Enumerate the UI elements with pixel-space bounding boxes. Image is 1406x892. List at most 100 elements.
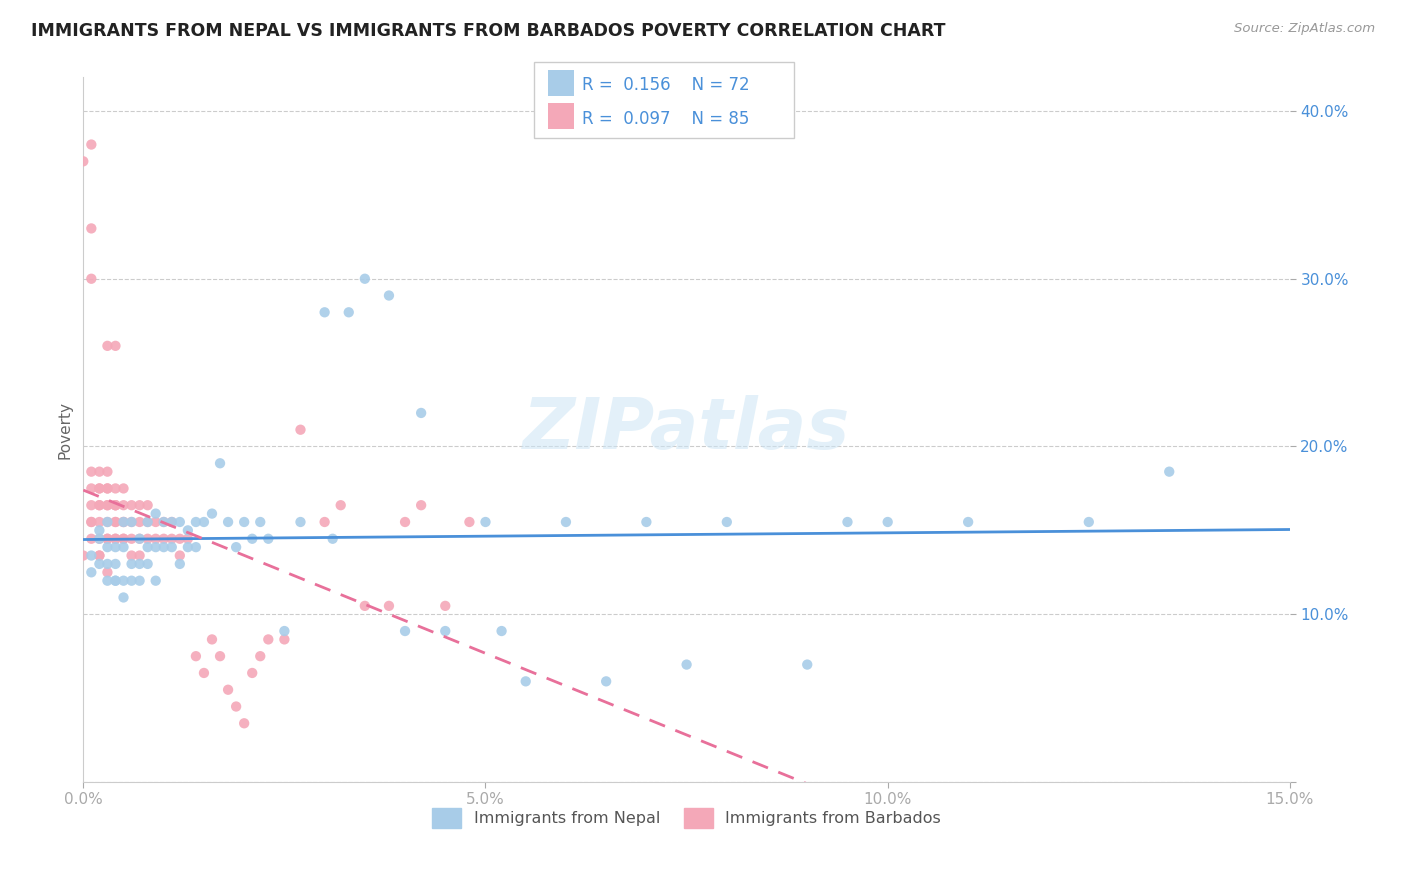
Point xyxy=(121,557,143,571)
Point xyxy=(290,515,312,529)
Point xyxy=(233,515,256,529)
Point xyxy=(515,674,537,689)
Point xyxy=(273,624,295,638)
Point xyxy=(96,557,118,571)
Point xyxy=(112,574,135,588)
Point xyxy=(434,624,457,638)
Point xyxy=(96,339,118,353)
Point xyxy=(169,532,191,546)
Point xyxy=(96,566,118,580)
Point xyxy=(104,515,127,529)
Point xyxy=(249,649,271,664)
Point xyxy=(96,574,118,588)
Point xyxy=(104,532,127,546)
Point xyxy=(152,532,174,546)
Point xyxy=(96,482,118,496)
Point xyxy=(121,574,143,588)
Point xyxy=(555,515,578,529)
Point xyxy=(96,515,118,529)
Point xyxy=(112,532,135,546)
Point xyxy=(89,482,111,496)
Point xyxy=(80,137,103,152)
Point xyxy=(104,498,127,512)
Point xyxy=(225,540,247,554)
Point xyxy=(394,515,416,529)
Point xyxy=(160,515,183,529)
Text: IMMIGRANTS FROM NEPAL VS IMMIGRANTS FROM BARBADOS POVERTY CORRELATION CHART: IMMIGRANTS FROM NEPAL VS IMMIGRANTS FROM… xyxy=(31,22,945,40)
Point xyxy=(80,515,103,529)
Point xyxy=(411,406,433,420)
Point xyxy=(160,515,183,529)
Point xyxy=(112,591,135,605)
Y-axis label: Poverty: Poverty xyxy=(58,401,72,458)
Point xyxy=(136,532,159,546)
Point xyxy=(201,632,224,647)
Point xyxy=(337,305,360,319)
Point xyxy=(160,532,183,546)
Legend: Immigrants from Nepal, Immigrants from Barbados: Immigrants from Nepal, Immigrants from B… xyxy=(426,802,948,834)
Point xyxy=(193,665,215,680)
Point xyxy=(128,532,150,546)
Point xyxy=(104,498,127,512)
Point xyxy=(876,515,898,529)
Point xyxy=(145,515,167,529)
Point xyxy=(177,532,200,546)
Point xyxy=(80,566,103,580)
Point xyxy=(80,465,103,479)
Point xyxy=(152,515,174,529)
Point xyxy=(257,532,280,546)
Point xyxy=(209,649,232,664)
Point xyxy=(217,515,239,529)
Point xyxy=(257,632,280,647)
Point xyxy=(314,305,336,319)
Point xyxy=(112,515,135,529)
Point xyxy=(96,532,118,546)
Point xyxy=(80,549,103,563)
Point xyxy=(353,599,375,613)
Point xyxy=(177,524,200,538)
Point xyxy=(145,507,167,521)
Point xyxy=(72,549,94,563)
Point xyxy=(796,657,818,672)
Point xyxy=(273,632,295,647)
Point xyxy=(89,498,111,512)
Point xyxy=(837,515,859,529)
Point xyxy=(136,515,159,529)
Point xyxy=(104,339,127,353)
Point xyxy=(128,498,150,512)
Point xyxy=(96,498,118,512)
Point xyxy=(89,498,111,512)
Point xyxy=(80,221,103,235)
Point xyxy=(89,549,111,563)
Point xyxy=(290,423,312,437)
Point xyxy=(96,465,118,479)
Point xyxy=(121,549,143,563)
Point xyxy=(329,498,352,512)
Point xyxy=(96,498,118,512)
Point xyxy=(491,624,513,638)
Point xyxy=(121,515,143,529)
Point xyxy=(957,515,980,529)
Point xyxy=(152,515,174,529)
Point xyxy=(152,540,174,554)
Point xyxy=(121,515,143,529)
Point xyxy=(240,665,263,680)
Point xyxy=(160,540,183,554)
Point xyxy=(121,532,143,546)
Point xyxy=(112,515,135,529)
Point xyxy=(249,515,271,529)
Point xyxy=(1159,465,1181,479)
Point xyxy=(89,557,111,571)
Point xyxy=(136,498,159,512)
Point xyxy=(89,532,111,546)
Point xyxy=(72,154,94,169)
Point xyxy=(104,498,127,512)
Point xyxy=(716,515,738,529)
Point xyxy=(80,498,103,512)
Point xyxy=(80,271,103,285)
Point xyxy=(96,515,118,529)
Point xyxy=(89,482,111,496)
Text: Source: ZipAtlas.com: Source: ZipAtlas.com xyxy=(1234,22,1375,36)
Point xyxy=(169,515,191,529)
Point xyxy=(209,456,232,470)
